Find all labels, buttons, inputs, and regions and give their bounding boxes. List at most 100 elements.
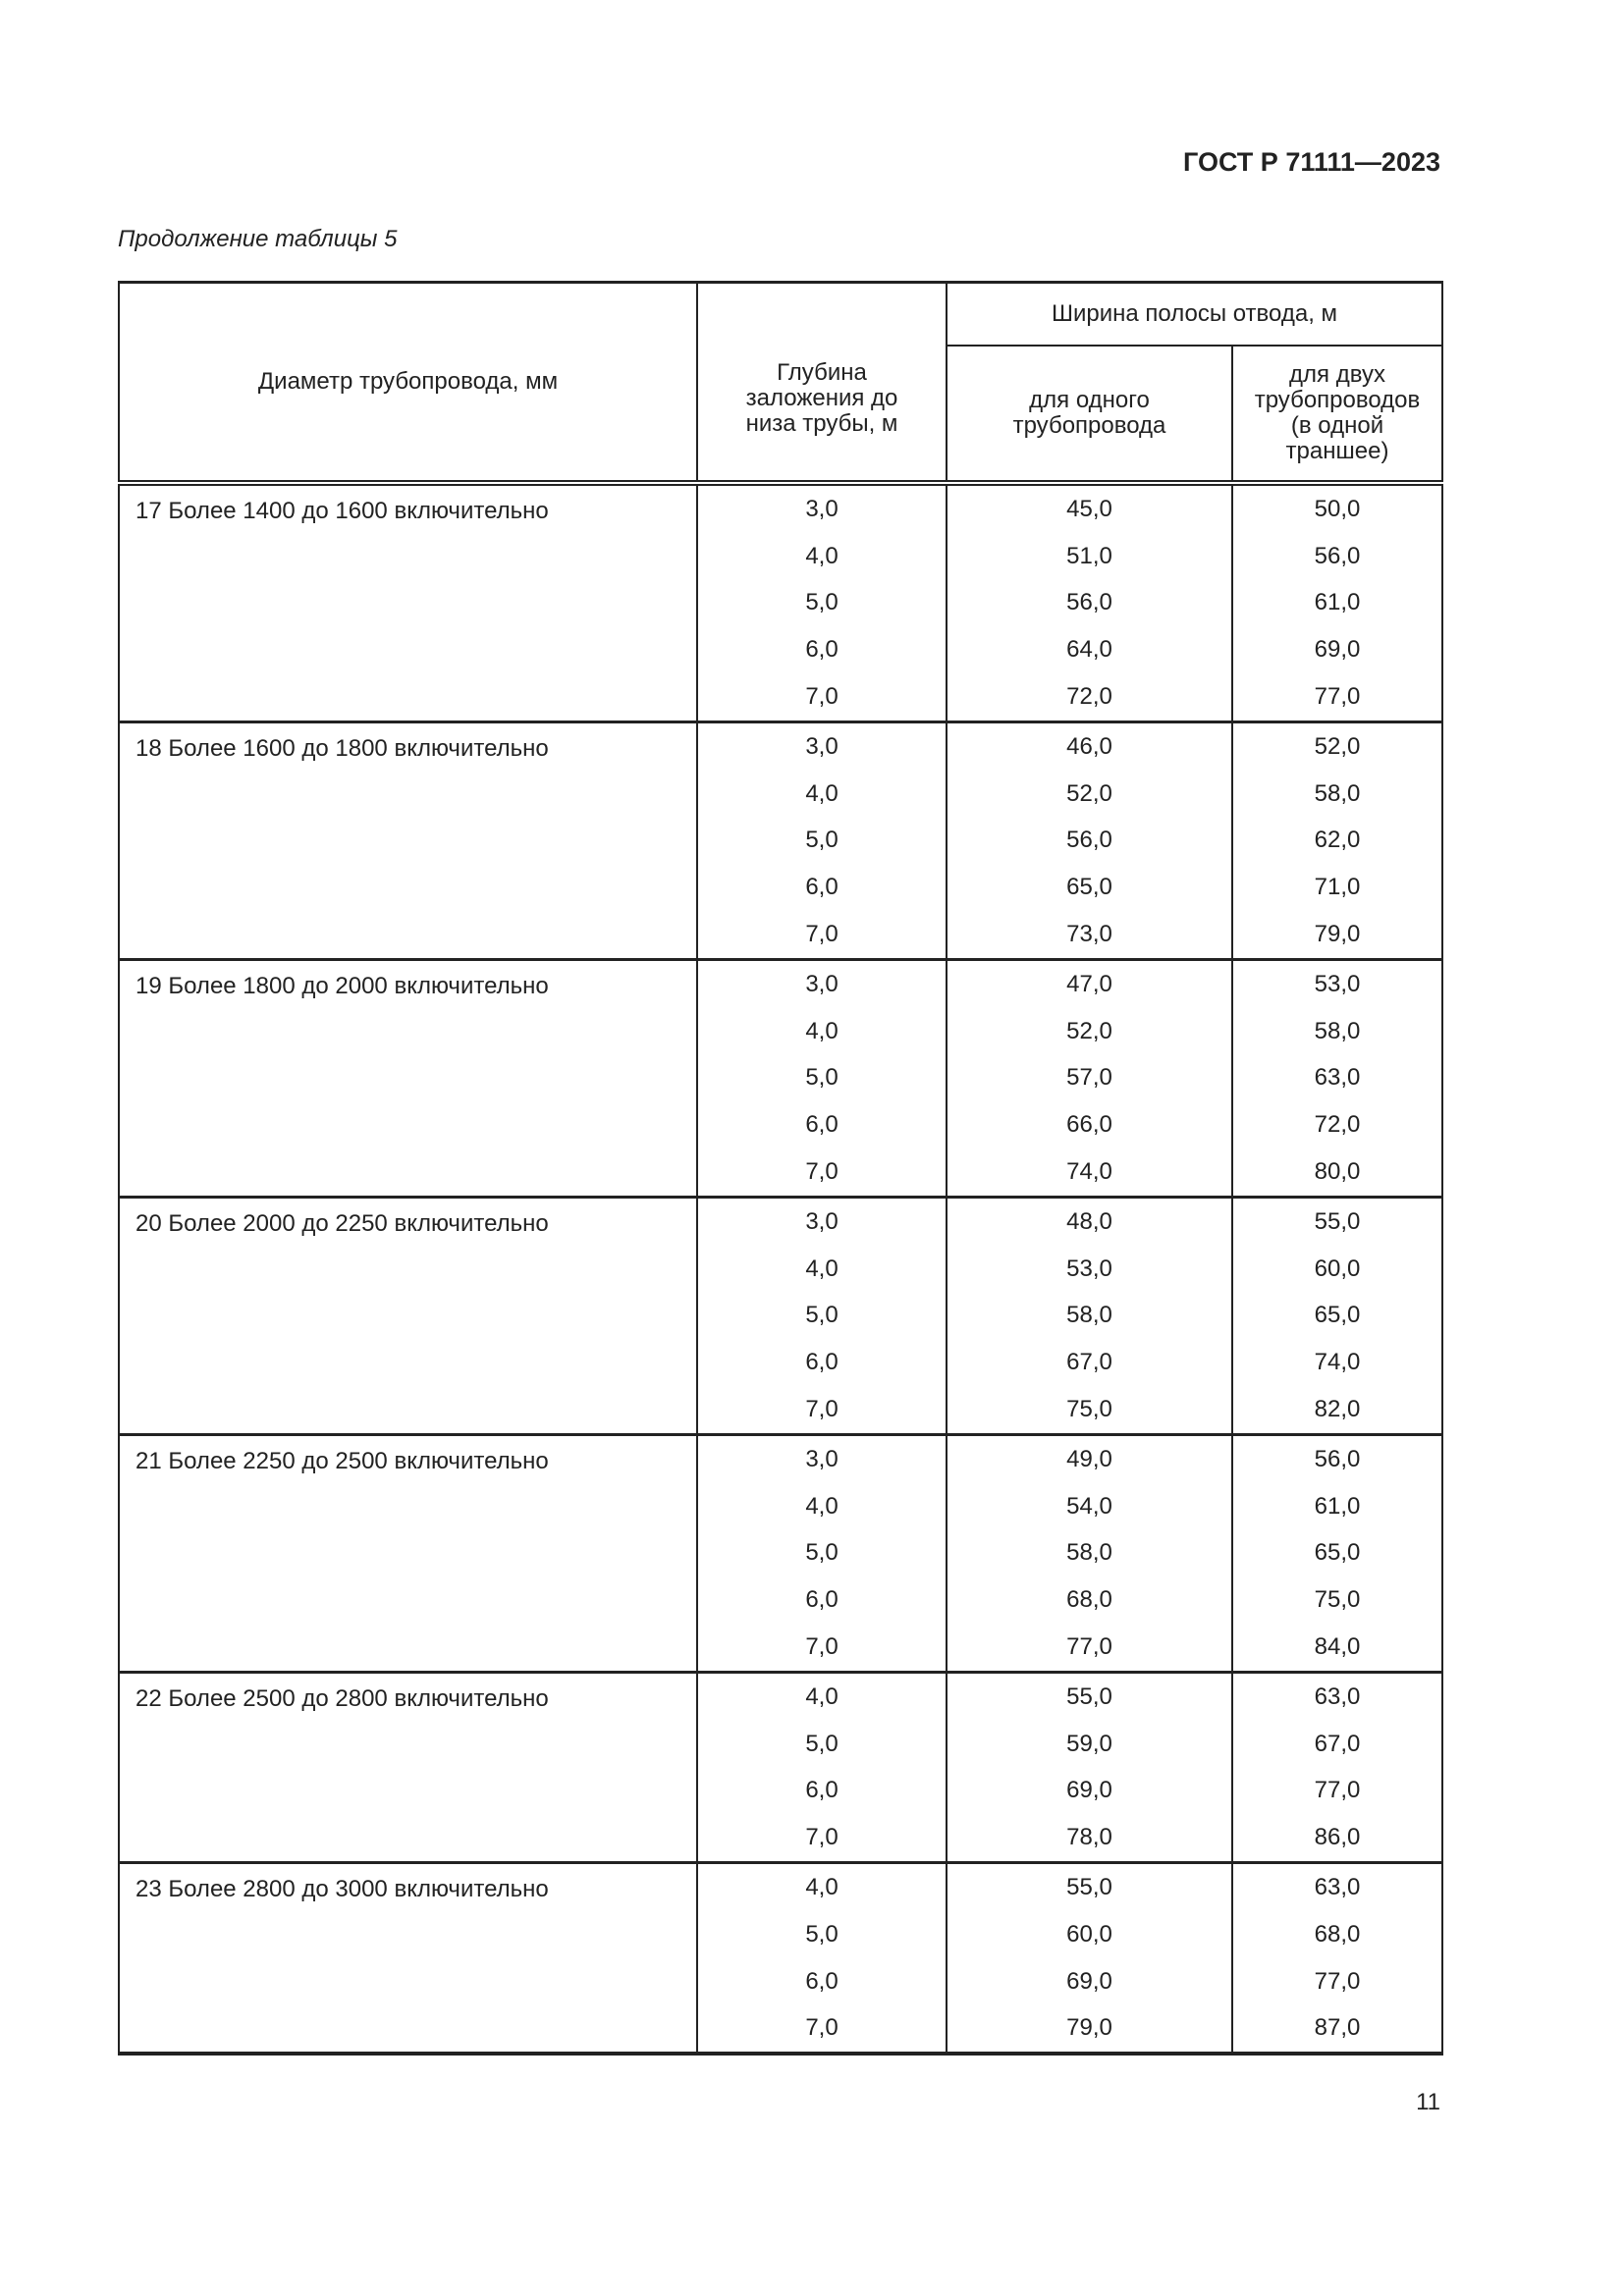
single-width-cell: 65,0 bbox=[946, 864, 1233, 912]
single-width-cell: 53,0 bbox=[946, 1245, 1233, 1293]
depth-cell: 6,0 bbox=[696, 864, 947, 912]
table-row: 4,0 54,0 61,0 bbox=[119, 1482, 1443, 1530]
single-width-cell: 58,0 bbox=[946, 1292, 1233, 1340]
single-width-cell: 55,0 bbox=[946, 1861, 1233, 1911]
double-width-cell: 74,0 bbox=[1231, 1339, 1443, 1387]
table-row: 18 Более 1600 до 1800 включительно 3,0 46,… bbox=[118, 720, 1443, 960]
double-width-cell: 67,0 bbox=[1231, 1720, 1443, 1768]
table-row: 4,0 52,0 58,0 bbox=[119, 1007, 1443, 1055]
single-width-cell: 73,0 bbox=[946, 911, 1233, 960]
single-width-cell: 75,0 bbox=[946, 1386, 1233, 1435]
table-row: 20 Более 2000 до 2250 включительно 3,0 48,… bbox=[118, 1195, 1443, 1435]
table-row: 6,0 68,0 75,0 bbox=[119, 1576, 1443, 1625]
depth-cell: 4,0 bbox=[696, 1245, 947, 1293]
single-width-cell: 47,0 bbox=[946, 957, 1233, 1008]
single-width-cell: 64,0 bbox=[946, 626, 1233, 674]
depth-cell: 5,0 bbox=[696, 1910, 947, 1958]
depth-cell: 4,0 bbox=[696, 1007, 947, 1055]
double-width-cell: 58,0 bbox=[1231, 1007, 1443, 1055]
depth-cell: 7,0 bbox=[696, 911, 947, 960]
double-width-cell: 50,0 bbox=[1231, 483, 1443, 533]
double-width-cell: 63,0 bbox=[1231, 1670, 1443, 1721]
single-width-cell: 45,0 bbox=[946, 483, 1233, 533]
depth-cell: 4,0 bbox=[696, 770, 947, 818]
table-row: 7,0 74,0 80,0 bbox=[119, 1148, 1443, 1198]
diameter-cell: 18 Более 1600 до 1800 включительно bbox=[118, 720, 698, 960]
single-width-cell: 79,0 bbox=[946, 2004, 1233, 2055]
table-row: 6,0 64,0 69,0 bbox=[119, 626, 1443, 674]
double-width-cell: 77,0 bbox=[1231, 1957, 1443, 2005]
depth-cell: 3,0 bbox=[696, 1195, 947, 1246]
diameter-cell: 22 Более 2500 до 2800 включительно bbox=[118, 1670, 698, 1863]
single-width-cell: 66,0 bbox=[946, 1101, 1233, 1149]
single-width-cell: 72,0 bbox=[946, 673, 1233, 722]
table-row: 4,0 51,0 56,0 bbox=[119, 532, 1443, 580]
double-width-cell: 63,0 bbox=[1231, 1054, 1443, 1102]
single-width-cell: 57,0 bbox=[946, 1054, 1233, 1102]
depth-cell: 7,0 bbox=[696, 1148, 947, 1198]
right-of-way-width-table: Диаметр трубопровода, мм Глубина заложен… bbox=[118, 281, 1443, 2056]
table-row: 5,0 58,0 65,0 bbox=[119, 1292, 1443, 1340]
depth-cell: 3,0 bbox=[696, 957, 947, 1008]
depth-cell: 5,0 bbox=[696, 817, 947, 865]
double-width-cell: 82,0 bbox=[1231, 1386, 1443, 1435]
header-single: для одного трубопровода bbox=[946, 345, 1233, 484]
double-width-cell: 72,0 bbox=[1231, 1101, 1443, 1149]
table-row: 7,0 72,0 77,0 bbox=[119, 673, 1443, 722]
table-row: 6,0 67,0 74,0 bbox=[119, 1339, 1443, 1387]
table-row: 7,0 79,0 87,0 bbox=[119, 2004, 1443, 2055]
depth-cell: 5,0 bbox=[696, 1529, 947, 1577]
double-width-cell: 61,0 bbox=[1231, 579, 1443, 627]
single-width-cell: 78,0 bbox=[946, 1814, 1233, 1863]
table-row: 22 Более 2500 до 2800 включительно 4,0 55,… bbox=[118, 1670, 1443, 1863]
header-diameter: Диаметр трубопровода, мм bbox=[118, 281, 698, 484]
table-row: 5,0 56,0 62,0 bbox=[119, 817, 1443, 865]
depth-cell: 7,0 bbox=[696, 2004, 947, 2055]
diameter-cell: 20 Более 2000 до 2250 включительно bbox=[118, 1195, 698, 1435]
double-width-cell: 77,0 bbox=[1231, 673, 1443, 722]
single-width-cell: 60,0 bbox=[946, 1910, 1233, 1958]
double-width-cell: 56,0 bbox=[1231, 532, 1443, 580]
single-width-cell: 77,0 bbox=[946, 1624, 1233, 1673]
depth-cell: 3,0 bbox=[696, 483, 947, 533]
table-row: 4,0 52,0 58,0 bbox=[119, 770, 1443, 818]
depth-cell: 6,0 bbox=[696, 1339, 947, 1387]
double-width-cell: 84,0 bbox=[1231, 1624, 1443, 1673]
double-width-cell: 86,0 bbox=[1231, 1814, 1443, 1863]
header-depth: Глубина заложения до низа трубы, м bbox=[696, 281, 947, 484]
single-width-cell: 55,0 bbox=[946, 1670, 1233, 1721]
double-width-cell: 65,0 bbox=[1231, 1529, 1443, 1577]
table-row: 6,0 69,0 77,0 bbox=[119, 1957, 1443, 2005]
table-row: 21 Более 2250 до 2500 включительно 3,0 49,… bbox=[118, 1432, 1443, 1673]
depth-cell: 3,0 bbox=[696, 1432, 947, 1483]
table-row: 5,0 60,0 68,0 bbox=[119, 1910, 1443, 1958]
single-width-cell: 54,0 bbox=[946, 1482, 1233, 1530]
double-width-cell: 71,0 bbox=[1231, 864, 1443, 912]
header-double: для двух трубопроводов (в одной траншее) bbox=[1231, 345, 1443, 484]
double-width-cell: 75,0 bbox=[1231, 1576, 1443, 1625]
double-width-cell: 56,0 bbox=[1231, 1432, 1443, 1483]
depth-cell: 5,0 bbox=[696, 579, 947, 627]
depth-cell: 6,0 bbox=[696, 1576, 947, 1625]
depth-cell: 4,0 bbox=[696, 1482, 947, 1530]
diameter-cell: 23 Более 2800 до 3000 включительно bbox=[118, 1861, 698, 2055]
single-width-cell: 56,0 bbox=[946, 579, 1233, 627]
double-width-cell: 79,0 bbox=[1231, 911, 1443, 960]
table-row: 23 Более 2800 до 3000 включительно 4,0 55,… bbox=[118, 1861, 1443, 2055]
table-row: 5,0 59,0 67,0 bbox=[119, 1720, 1443, 1768]
table-row: 6,0 66,0 72,0 bbox=[119, 1101, 1443, 1149]
table-row: 7,0 73,0 79,0 bbox=[119, 911, 1443, 960]
table-row: 5,0 58,0 65,0 bbox=[119, 1529, 1443, 1577]
depth-cell: 6,0 bbox=[696, 1957, 947, 2005]
table-row: 17 Более 1400 до 1600 включительно 3,0 45,… bbox=[118, 483, 1443, 722]
table-row: 6,0 69,0 77,0 bbox=[119, 1767, 1443, 1815]
double-width-cell: 68,0 bbox=[1231, 1910, 1443, 1958]
double-width-cell: 61,0 bbox=[1231, 1482, 1443, 1530]
double-width-cell: 53,0 bbox=[1231, 957, 1443, 1008]
double-width-cell: 69,0 bbox=[1231, 626, 1443, 674]
single-width-cell: 46,0 bbox=[946, 720, 1233, 771]
double-width-cell: 63,0 bbox=[1231, 1861, 1443, 1911]
table-row: 4,0 53,0 60,0 bbox=[119, 1245, 1443, 1293]
table-row: 7,0 75,0 82,0 bbox=[119, 1386, 1443, 1435]
diameter-cell: 17 Более 1400 до 1600 включительно bbox=[118, 483, 698, 722]
